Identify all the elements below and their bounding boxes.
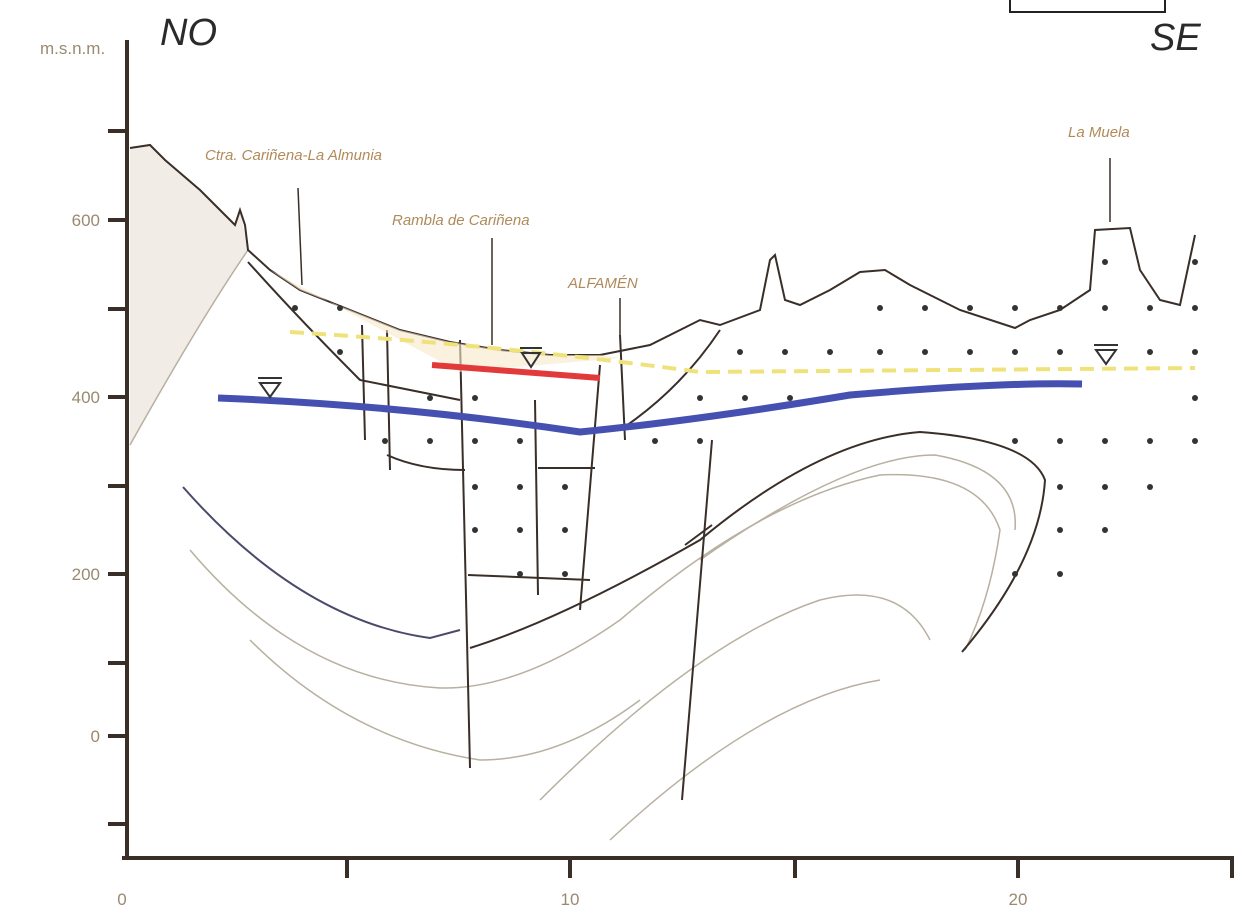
dot (472, 395, 478, 401)
dot (1192, 259, 1198, 265)
dot (427, 438, 433, 444)
y-label: 400 (72, 388, 100, 407)
dot (922, 349, 928, 355)
dot (877, 349, 883, 355)
dot (562, 484, 568, 490)
place-label: Ctra. Cariñena-La Almunia (205, 147, 382, 164)
dot (737, 349, 743, 355)
dot (1012, 349, 1018, 355)
dot (1102, 259, 1108, 265)
dot (427, 395, 433, 401)
dot (1012, 305, 1018, 311)
dot (337, 349, 343, 355)
dot (1192, 395, 1198, 401)
dot (1147, 438, 1153, 444)
cross-section: NO SE m.s.n.m. 600 400 200 0 0 10 20 (0, 0, 1242, 920)
leaders (298, 158, 1110, 345)
dot (517, 527, 523, 533)
dot (1057, 349, 1063, 355)
dot (1057, 305, 1063, 311)
dot (517, 438, 523, 444)
dot (1192, 305, 1198, 311)
unit-label: m.s.n.m. (40, 39, 105, 58)
dot (1012, 438, 1018, 444)
place-label: Rambla de Cariñena (392, 212, 530, 229)
y-label: 0 (91, 727, 100, 746)
dot (1192, 349, 1198, 355)
dot (472, 527, 478, 533)
dot (1102, 484, 1108, 490)
place-label: ALFAMÉN (567, 275, 638, 292)
dot (1057, 571, 1063, 577)
dot (827, 349, 833, 355)
folds (183, 432, 1045, 840)
dot (697, 438, 703, 444)
place-label: La Muela (1068, 124, 1130, 141)
dot (1147, 484, 1153, 490)
dot (782, 349, 788, 355)
dot (472, 484, 478, 490)
dot (562, 571, 568, 577)
dot (382, 438, 388, 444)
dot (517, 484, 523, 490)
axes (108, 40, 1234, 878)
dot (1057, 438, 1063, 444)
dot (742, 395, 748, 401)
dot (697, 395, 703, 401)
frame-box (1010, 0, 1165, 12)
dot (1102, 527, 1108, 533)
left-orientation: NO (160, 12, 217, 54)
dot (1192, 438, 1198, 444)
dot (562, 527, 568, 533)
dot (1102, 305, 1108, 311)
dot (1012, 571, 1018, 577)
dot (922, 305, 928, 311)
dot (472, 438, 478, 444)
dot (1057, 527, 1063, 533)
x-label: 20 (1009, 890, 1028, 909)
dot (652, 438, 658, 444)
y-label: 600 (72, 211, 100, 230)
dot (292, 305, 298, 311)
dot (337, 305, 343, 311)
dot (967, 305, 973, 311)
x-label: 0 (117, 890, 126, 909)
right-orientation: SE (1150, 17, 1201, 59)
faults (248, 262, 720, 800)
topography (130, 145, 1195, 355)
x-label: 10 (561, 890, 580, 909)
dot (1147, 349, 1153, 355)
dot (1057, 484, 1063, 490)
dot (877, 305, 883, 311)
dot (967, 349, 973, 355)
dot (517, 571, 523, 577)
dot (787, 395, 793, 401)
dot (1147, 305, 1153, 311)
dot (1102, 438, 1108, 444)
y-label: 200 (72, 565, 100, 584)
